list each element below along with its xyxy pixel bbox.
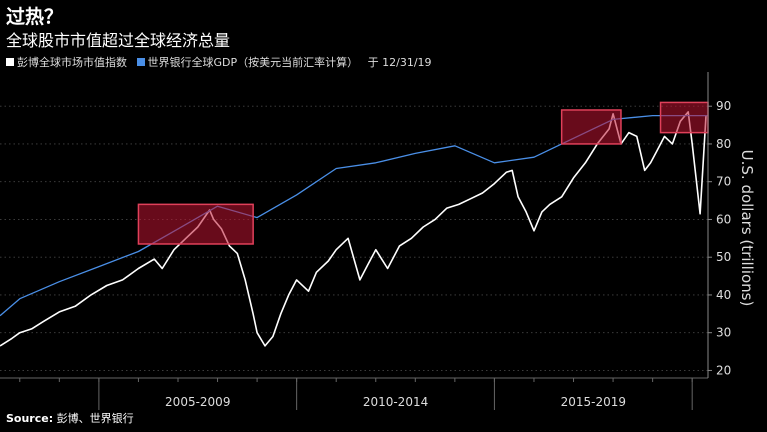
y-axis: 20 30 40 50 60 70 80 90 (707, 72, 731, 378)
grid-lines (0, 105, 708, 371)
y-tick-label-40: 40 (716, 288, 731, 302)
legend-swatch-gdp (136, 58, 145, 66)
highlight-layer (137, 101, 709, 245)
legend-item-gdp: 世界银行全球GDP（按美元当前汇率计算） (136, 56, 359, 69)
x-axis-groups: 2005-2009 2010-2014 2015-2019 (0, 377, 708, 410)
legend: 彭博全球市场市值指数 世界银行全球GDP（按美元当前汇率计算） 于 12/31/… (6, 54, 432, 70)
legend-swatch-market-cap (6, 58, 14, 66)
chart-title: 过热？ (6, 6, 64, 28)
y-tick-label-30: 30 (716, 326, 731, 340)
x-group-label-0: 2005-2009 (165, 395, 230, 409)
legend-label-gdp: 世界银行全球GDP（按美元当前汇率计算） (147, 56, 359, 69)
highlight-box-2 (659, 101, 709, 134)
y-tick-label-80: 80 (716, 137, 731, 151)
y-axis-label: U.S. dollars (trillions) (738, 150, 756, 307)
source-text: 彭博、世界银行 (56, 412, 134, 425)
series-layer (0, 111, 708, 347)
legend-item-market-cap: 彭博全球市场市值指数 (6, 56, 127, 69)
legend-date-note: 于 12/31/19 (367, 56, 432, 69)
y-tick-label-90: 90 (716, 99, 731, 113)
legend-label-market-cap: 彭博全球市场市值指数 (17, 56, 127, 69)
x-group-label-2: 2015-2019 (561, 395, 626, 409)
y-tick-label-20: 20 (716, 363, 731, 377)
chart-subtitle: 全球股市市值超过全球经济总量 (6, 31, 231, 50)
x-group-label-1: 2010-2014 (363, 395, 428, 409)
y-tick-label-50: 50 (716, 250, 731, 264)
source-label: Source: (6, 412, 54, 425)
series-market-cap-line (0, 111, 707, 347)
source-note: Source: 彭博、世界银行 (6, 410, 134, 426)
y-tick-label-70: 70 (716, 175, 731, 189)
y-tick-label-60: 60 (716, 212, 731, 226)
highlight-box-1 (560, 109, 622, 145)
highlight-box-0 (137, 203, 254, 245)
